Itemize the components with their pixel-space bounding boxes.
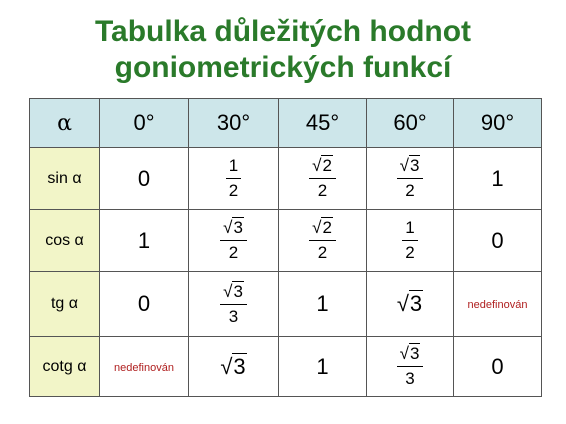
- row-label-tg: tg α: [29, 271, 100, 337]
- cell-value: 1: [491, 165, 504, 191]
- fraction-denominator: 2: [317, 243, 328, 262]
- header-angle-90: 90°: [453, 98, 542, 148]
- value-cell: 0: [453, 336, 542, 397]
- row-label-sin: sin α: [29, 147, 100, 210]
- radical-sign: √: [223, 281, 233, 301]
- header-angle-60: 60°: [366, 98, 454, 148]
- fraction-denominator: 3: [405, 369, 415, 388]
- fraction-denominator: 2: [228, 181, 239, 200]
- value-cell: √2 2: [278, 209, 367, 272]
- fraction-numerator: 1: [402, 218, 418, 241]
- undefined-label: nedefinován: [114, 361, 174, 374]
- square-root: √2: [312, 217, 333, 238]
- square-root: √3: [223, 217, 244, 238]
- value-cell: 0: [99, 147, 189, 210]
- radicand: 3: [232, 217, 244, 237]
- value-cell: √2 2: [278, 147, 367, 210]
- header-angle-45: 45°: [278, 98, 367, 148]
- value-cell: 1: [99, 209, 189, 272]
- fraction-numerator: √3: [396, 343, 424, 367]
- value-cell: √3 2: [188, 209, 279, 272]
- value-cell: √3 2: [366, 147, 454, 210]
- fraction: √2 2: [309, 155, 336, 201]
- radical-sign: √: [399, 344, 409, 363]
- value-cell: 1: [278, 336, 367, 397]
- table-row-tg: tg α 0 √3 3 1 √3 nedefinován: [29, 271, 542, 337]
- cell-value: 1: [316, 291, 329, 316]
- value-cell: nedefinován: [99, 336, 189, 397]
- fraction-numerator: √2: [309, 155, 336, 179]
- fraction: √3 3: [396, 343, 424, 389]
- value-cell: 0: [453, 209, 542, 272]
- fraction-denominator: 2: [405, 181, 415, 200]
- radical-sign: √: [396, 291, 409, 316]
- undefined-label: nedefinován: [467, 299, 528, 311]
- value-cell: √3: [188, 336, 279, 397]
- radicand: 2: [321, 155, 333, 175]
- fraction-numerator: √3: [220, 217, 247, 241]
- value-cell: 0: [99, 271, 189, 337]
- radicand: 3: [408, 290, 424, 316]
- square-root: √3: [220, 352, 247, 380]
- fraction: √3 3: [220, 280, 247, 327]
- cell-value: 0: [491, 353, 504, 379]
- title-line-2: goniometrických funkcí: [114, 51, 452, 84]
- cell-value: 0: [491, 227, 504, 253]
- header-angle-0: 0°: [99, 98, 189, 148]
- fraction-denominator: 2: [228, 243, 239, 262]
- radicand: 3: [408, 155, 421, 175]
- value-cell: √3: [366, 271, 454, 337]
- fraction-denominator: 3: [228, 306, 239, 326]
- cell-value: 0: [137, 291, 151, 316]
- square-root: √3: [399, 155, 421, 176]
- fraction: √3 2: [396, 155, 424, 201]
- table-header-row: α 0° 30° 45° 60° 90°: [29, 98, 542, 148]
- radical-sign: √: [312, 218, 322, 237]
- cell-value: 1: [137, 227, 151, 253]
- fraction-numerator: √3: [396, 155, 424, 179]
- square-root: √3: [396, 290, 424, 317]
- radicand: 3: [232, 352, 247, 379]
- fraction: √2 2: [309, 217, 336, 263]
- radicand: 3: [408, 343, 421, 363]
- value-cell: nedefinován: [453, 271, 542, 337]
- header-angle-30: 30°: [188, 98, 279, 148]
- radicand: 2: [321, 217, 333, 237]
- row-label-cotg: cotg α: [29, 336, 100, 397]
- square-root: √3: [223, 280, 244, 302]
- value-cell: 1: [278, 271, 367, 337]
- radicand: 3: [232, 280, 244, 301]
- fraction: √3 2: [220, 217, 247, 263]
- corner-alpha-cell: α: [29, 98, 100, 148]
- square-root: √3: [399, 343, 421, 364]
- value-cell: √3 3: [188, 271, 279, 337]
- radical-sign: √: [220, 353, 233, 379]
- value-cell: 1: [453, 147, 542, 210]
- radical-sign: √: [312, 156, 322, 175]
- fraction-numerator: √2: [309, 217, 336, 241]
- square-root: √2: [312, 155, 333, 176]
- table-row-cotg: cotg α nedefinován √3 1 √3 3 0: [29, 336, 542, 397]
- radical-sign: √: [399, 156, 409, 175]
- row-label-cos: cos α: [29, 209, 100, 272]
- value-cell: √3 3: [366, 336, 454, 397]
- cell-value: 0: [137, 165, 151, 191]
- fraction-numerator: √3: [220, 280, 247, 305]
- cell-value: 1: [316, 353, 329, 379]
- fraction-denominator: 2: [317, 181, 328, 200]
- page-title: Tabulka důležitých hodnot goniometrickýc…: [0, 14, 566, 86]
- title-line-1: Tabulka důležitých hodnot: [94, 15, 472, 48]
- fraction-numerator: 1: [225, 156, 242, 179]
- fraction-denominator: 2: [405, 243, 415, 262]
- radical-sign: √: [223, 218, 233, 237]
